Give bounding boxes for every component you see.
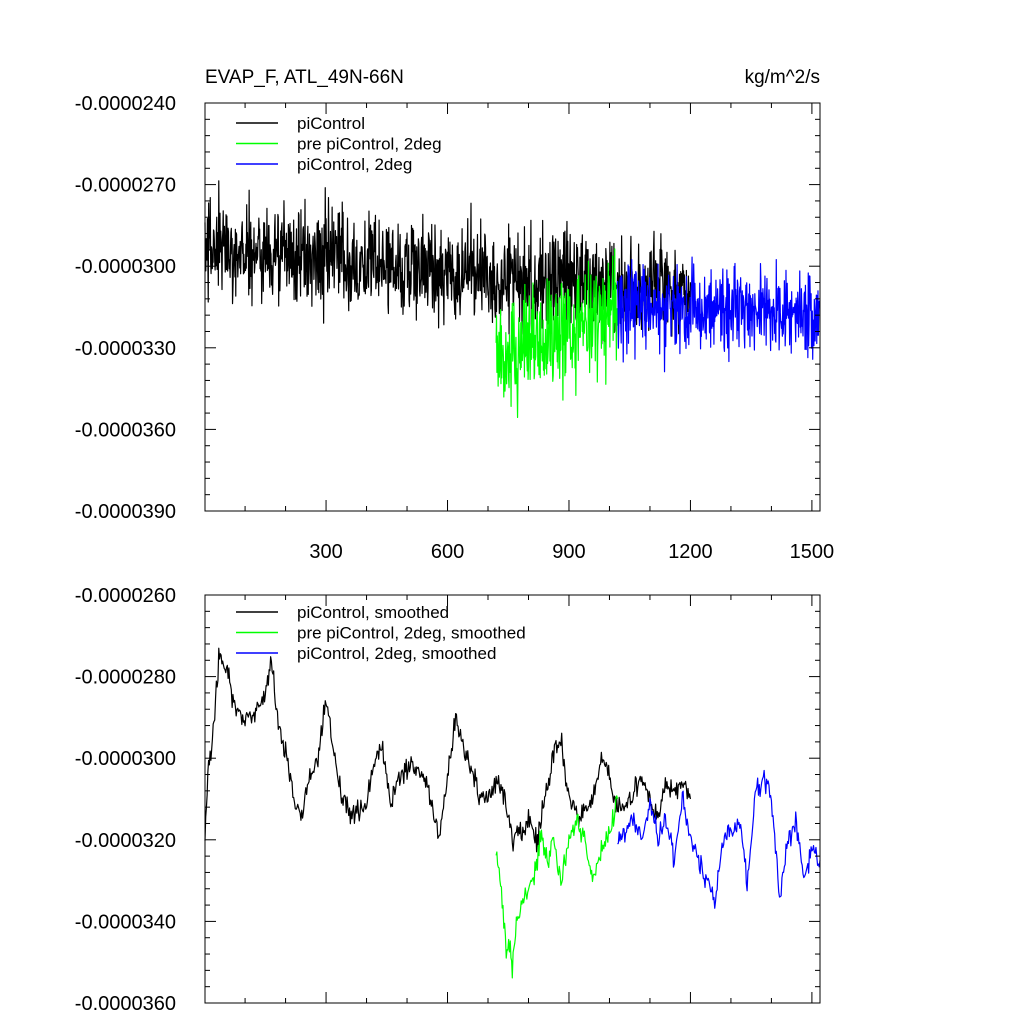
- y-tick-label: -0.0000340: [75, 911, 176, 933]
- y-tick-label: -0.0000240: [75, 93, 176, 115]
- top-ticks-layer: -0.0000240 -0.0000270 -0.0000300 -0.0000330…: [75, 93, 834, 563]
- y-tick-label: -0.0000300: [75, 256, 176, 278]
- legend-label-picontrol-2deg: piControl, 2deg: [297, 155, 412, 174]
- units-label: kg/m^2/s: [745, 67, 820, 88]
- series-line-pre-picontrol-2deg-smoothed: [495, 795, 619, 979]
- y-tick-label: -0.0000320: [75, 830, 176, 852]
- y-tick-label: -0.0000360: [75, 993, 176, 1015]
- top-series-layer: [204, 180, 821, 419]
- chart-title: EVAP_F, ATL_49N-66N: [205, 67, 404, 88]
- legend-label-picontrol-2deg-smoothed: piControl, 2deg, smoothed: [297, 644, 496, 663]
- y-tick-label: -0.0000270: [75, 175, 176, 197]
- top-panel: EVAP_F, ATL_49N-66N kg/m^2/s -0.0000240-…: [75, 67, 834, 563]
- y-tick-label: -0.0000300: [75, 748, 176, 770]
- y-tick-label: -0.0000260: [75, 585, 176, 607]
- bottom-panel: -0.0000260 -0.0000280 -0.0000300 -0.0000320…: [75, 585, 821, 1015]
- legend-label-pre-picontrol-2deg-smoothed: pre piControl, 2deg, smoothed: [297, 624, 526, 643]
- x-tick-label: 900: [552, 541, 585, 563]
- bottom-ticks-layer: -0.0000260 -0.0000280 -0.0000300 -0.0000320…: [75, 585, 820, 1015]
- legend-label-picontrol-smoothed: piControl, smoothed: [297, 603, 449, 622]
- x-tick-label: 300: [309, 541, 342, 563]
- legend-label-picontrol: piControl: [297, 114, 365, 133]
- series-line-picontrol-smoothed: [204, 647, 692, 853]
- series-line-picontrol-2deg-smoothed: [617, 769, 821, 909]
- top-plot-frame: [204, 102, 821, 512]
- x-tick-label: 600: [431, 541, 464, 563]
- series-line-pre-picontrol-2deg: [495, 248, 619, 419]
- bottom-series-layer: [204, 647, 821, 979]
- y-tick-label: -0.0000330: [75, 338, 176, 360]
- y-tick-label: -0.0000390: [75, 501, 176, 523]
- legend-label-pre-picontrol-2deg: pre piControl, 2deg: [297, 135, 442, 154]
- series-line-picontrol-2deg: [616, 256, 821, 373]
- y-tick-label: -0.0000280: [75, 667, 176, 689]
- bottom-legend: piControl, smoothed pre piControl, 2deg, …: [236, 603, 526, 663]
- x-tick-label: 1200: [668, 541, 713, 563]
- bottom-plot-frame: [204, 594, 821, 1004]
- y-tick-label: -0.0000360: [75, 419, 176, 441]
- x-tick-label: 1500: [790, 541, 835, 563]
